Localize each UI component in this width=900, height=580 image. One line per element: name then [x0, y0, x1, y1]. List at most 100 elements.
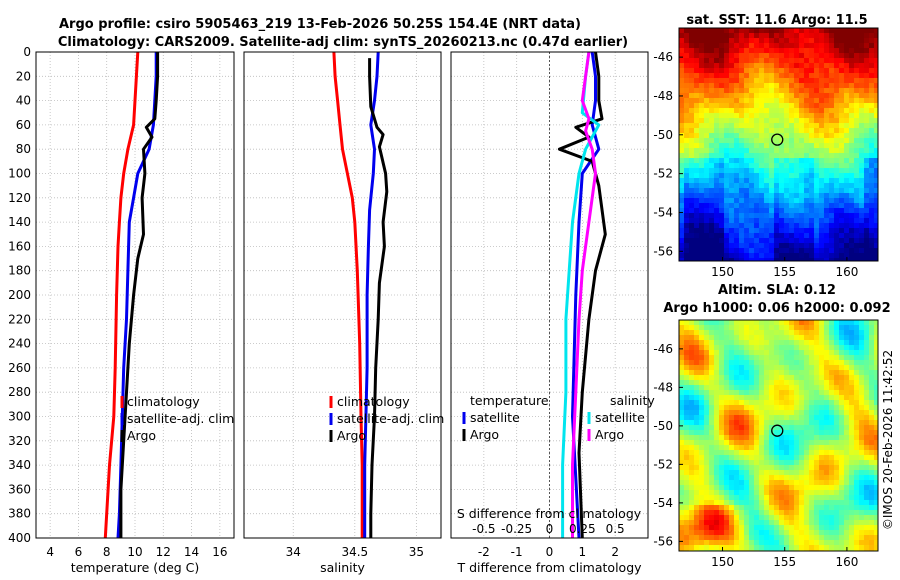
- heatmap-cell: [824, 178, 830, 184]
- heatmap-cell: [784, 93, 790, 99]
- heatmap-cell: [679, 345, 685, 351]
- heatmap-cell: [684, 410, 690, 416]
- heatmap-cell: [699, 113, 705, 119]
- heatmap-cell: [779, 525, 785, 531]
- heatmap-cell: [869, 138, 875, 144]
- heatmap-cell: [859, 515, 865, 521]
- heatmap-cell: [704, 133, 710, 139]
- heatmap-cell: [739, 375, 745, 381]
- heatmap-cell: [739, 350, 745, 356]
- heatmap-cell: [799, 258, 805, 261]
- heatmap-cell: [749, 345, 755, 351]
- heatmap-cell: [759, 545, 765, 551]
- heatmap-cell: [869, 98, 875, 104]
- heatmap-cell: [784, 153, 790, 159]
- heatmap-cell: [859, 113, 865, 119]
- heatmap-cell: [809, 330, 815, 336]
- heatmap-cell: [869, 163, 875, 169]
- heatmap-cell: [859, 330, 865, 336]
- heatmap-cell: [764, 198, 770, 204]
- heatmap-cell: [714, 505, 720, 511]
- heatmap-cell: [814, 38, 820, 44]
- heatmap-cell: [714, 38, 720, 44]
- heatmap-cell: [734, 78, 740, 84]
- heatmap-cell: [759, 148, 765, 154]
- heatmap-cell: [859, 390, 865, 396]
- heatmap-cell: [794, 445, 800, 451]
- heatmap-cell: [824, 515, 830, 521]
- heatmap-cell: [779, 505, 785, 511]
- heatmap-cell: [834, 83, 840, 89]
- heatmap-cell: [849, 78, 855, 84]
- heatmap-cell: [819, 390, 825, 396]
- heatmap-cell: [754, 370, 760, 376]
- x-tick-label: 35: [409, 545, 424, 559]
- heatmap-cell: [869, 505, 875, 511]
- heatmap-cell: [789, 415, 795, 421]
- heatmap-cell: [684, 400, 690, 406]
- heatmap-cell: [794, 198, 800, 204]
- heatmap-cell: [794, 28, 800, 34]
- heatmap-cell: [764, 238, 770, 244]
- heatmap-cell: [839, 380, 845, 386]
- heatmap-cell: [849, 540, 855, 546]
- heatmap-cell: [724, 355, 730, 361]
- heatmap-cell: [684, 73, 690, 79]
- heatmap-cell: [699, 53, 705, 59]
- heatmap-cell: [729, 78, 735, 84]
- heatmap-cell: [769, 340, 775, 346]
- heatmap-cell: [689, 193, 695, 199]
- heatmap-cell: [769, 28, 775, 34]
- heatmap-cell: [769, 203, 775, 209]
- heatmap-cell: [869, 38, 875, 44]
- heatmap-cell: [849, 485, 855, 491]
- heatmap-cell: [679, 63, 685, 69]
- heatmap-cell: [694, 480, 700, 486]
- heatmap-cell: [684, 43, 690, 49]
- heatmap-cell: [844, 510, 850, 516]
- heatmap-cell: [779, 415, 785, 421]
- heatmap-cell: [719, 218, 725, 224]
- heatmap-cell: [869, 405, 875, 411]
- heatmap-cell: [844, 68, 850, 74]
- heatmap-cell: [684, 183, 690, 189]
- heatmap-cell: [839, 325, 845, 331]
- heatmap-cell: [829, 153, 835, 159]
- heatmap-cell: [874, 148, 878, 154]
- sla-map-frame: [678, 319, 879, 552]
- y-tick-label: 140: [8, 215, 31, 229]
- heatmap-cell: [874, 63, 878, 69]
- heatmap-cell: [749, 490, 755, 496]
- heatmap-cell: [794, 148, 800, 154]
- heatmap-cell: [744, 133, 750, 139]
- heatmap-cell: [719, 58, 725, 64]
- heatmap-cell: [834, 345, 840, 351]
- heatmap-cell: [694, 450, 700, 456]
- heatmap-cell: [814, 420, 820, 426]
- heatmap-cell: [709, 193, 715, 199]
- heatmap-cell: [829, 198, 835, 204]
- legend-label: climatology: [127, 394, 200, 409]
- map-y-tick-label: -46: [653, 342, 673, 356]
- heatmap-cell: [874, 173, 878, 179]
- heatmap-cell: [709, 540, 715, 546]
- heatmap-cell: [759, 320, 765, 326]
- heatmap-cell: [754, 93, 760, 99]
- heatmap-cell: [864, 143, 870, 149]
- heatmap-cell: [859, 370, 865, 376]
- heatmap-cell: [714, 123, 720, 129]
- heatmap-cell: [744, 143, 750, 149]
- heatmap-cell: [814, 325, 820, 331]
- heatmap-cell: [809, 340, 815, 346]
- heatmap-cell: [874, 445, 878, 451]
- heatmap-cell: [704, 530, 710, 536]
- heatmap-cell: [779, 330, 785, 336]
- heatmap-cell: [864, 73, 870, 79]
- heatmap-cell: [769, 118, 775, 124]
- heatmap-cell: [739, 148, 745, 154]
- heatmap-cell: [709, 525, 715, 531]
- heatmap-cell: [694, 350, 700, 356]
- heatmap-cell: [759, 330, 765, 336]
- heatmap-cell: [759, 113, 765, 119]
